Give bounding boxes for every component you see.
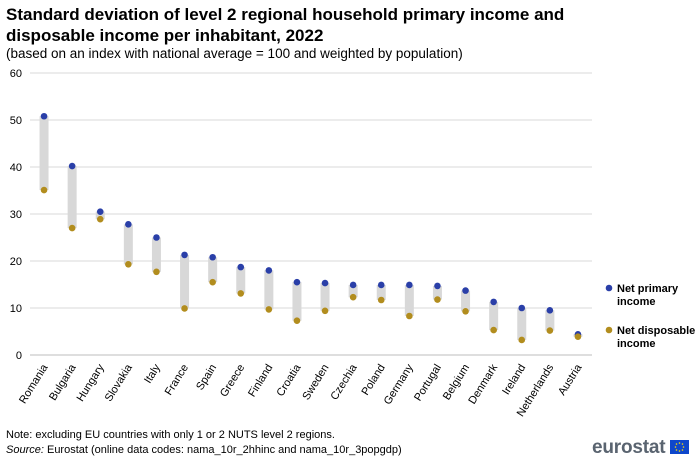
primary-income-point xyxy=(462,287,469,294)
disposable-income-point xyxy=(153,268,160,276)
disposable-income-point xyxy=(377,296,385,304)
range-bar xyxy=(292,282,302,321)
primary-income-point xyxy=(96,208,104,215)
primary-income-point xyxy=(40,112,48,120)
disposable-income-point xyxy=(181,305,188,312)
disposable-income-point xyxy=(406,312,413,320)
primary-income-point xyxy=(490,298,497,306)
y-tick-label: 0 xyxy=(16,350,22,362)
range-bar xyxy=(320,283,330,311)
range-bar xyxy=(123,224,133,265)
disposable-income-point xyxy=(518,336,526,344)
primary-income-point xyxy=(349,281,357,289)
x-tick-label: Slovakia xyxy=(103,361,136,403)
y-tick-label: 20 xyxy=(10,256,22,268)
primary-income-point xyxy=(237,263,245,271)
x-tick-label: Finland xyxy=(246,362,275,399)
disposable-income-point xyxy=(349,293,357,301)
y-tick-label: 40 xyxy=(10,162,22,174)
range-bar xyxy=(517,308,527,340)
primary-income-point xyxy=(181,251,188,259)
y-tick-label: 60 xyxy=(10,68,22,80)
x-tick-label: France xyxy=(163,362,191,397)
disposable-income-point xyxy=(40,186,48,194)
primary-income-point xyxy=(434,282,441,290)
x-tick-label: Belgium xyxy=(441,362,472,402)
disposable-income-point xyxy=(293,317,301,324)
primary-income-point xyxy=(293,278,301,286)
primary-income-point xyxy=(209,253,216,261)
x-tick-label: Romania xyxy=(17,361,51,405)
y-tick-label: 50 xyxy=(10,115,22,127)
range-bar xyxy=(39,116,49,191)
legend-label: Net disposable xyxy=(617,325,695,337)
legend-primary-marker xyxy=(605,284,613,292)
range-bar xyxy=(461,290,471,312)
y-tick-label: 10 xyxy=(10,303,22,315)
range-bar xyxy=(67,166,77,229)
footnote: Note: excluding EU countries with only 1… xyxy=(6,429,335,441)
disposable-income-point xyxy=(321,307,329,315)
eu-flag-icon xyxy=(670,440,689,454)
source-line: Source: Eurostat (online data codes: nam… xyxy=(6,443,402,457)
range-bar xyxy=(180,254,190,309)
chart-title: Standard deviation of level 2 regional h… xyxy=(6,5,565,45)
disposable-income-point xyxy=(546,327,554,334)
range-bar xyxy=(264,270,274,310)
disposable-income-point xyxy=(125,260,132,268)
range-bar xyxy=(151,237,161,272)
range-bar xyxy=(432,285,442,300)
range-bar xyxy=(236,267,246,294)
legend-label: income xyxy=(617,296,656,308)
x-tick-label: Croatia xyxy=(275,361,304,398)
x-tick-label: Sweden xyxy=(300,362,331,402)
source-text: Eurostat (online data codes: nama_10r_2h… xyxy=(43,444,402,456)
disposable-income-point xyxy=(462,307,469,315)
range-bar xyxy=(348,284,358,298)
x-tick-label: Spain xyxy=(194,362,219,392)
range-bar xyxy=(208,257,218,283)
primary-income-point xyxy=(125,221,132,228)
x-tick-label: Czechia xyxy=(328,361,360,402)
y-tick-label: 30 xyxy=(10,209,22,221)
disposable-income-point xyxy=(574,333,582,340)
legend-label: Net primary xyxy=(617,283,679,295)
x-tick-label: Italy xyxy=(142,362,163,386)
disposable-income-point xyxy=(96,215,104,223)
primary-income-point xyxy=(518,304,526,312)
source-label: Source: xyxy=(6,444,44,456)
disposable-income-point xyxy=(68,224,76,232)
legend-label: income xyxy=(617,338,656,350)
disposable-income-point xyxy=(209,278,216,286)
disposable-income-point xyxy=(237,290,245,297)
x-tick-label: Ireland xyxy=(500,362,528,397)
disposable-income-point xyxy=(265,306,273,313)
x-tick-label: Greece xyxy=(218,362,247,399)
primary-income-point xyxy=(321,279,329,287)
range-bar xyxy=(489,301,499,331)
x-tick-label: Poland xyxy=(359,362,387,397)
primary-income-point xyxy=(68,162,76,170)
disposable-income-point xyxy=(490,326,497,334)
primary-income-point xyxy=(153,234,160,241)
primary-income-point xyxy=(377,281,385,289)
range-bar xyxy=(404,284,414,316)
disposable-income-point xyxy=(434,296,441,303)
legend-disposable-marker xyxy=(605,326,613,334)
primary-income-point xyxy=(546,307,554,314)
chart-subtitle: (based on an index with national average… xyxy=(6,46,463,61)
primary-income-point xyxy=(406,281,413,289)
eurostat-logo: eurostat xyxy=(592,437,666,458)
x-tick-label: Austria xyxy=(556,361,585,397)
range-bar xyxy=(95,211,105,220)
range-bar xyxy=(376,284,386,301)
range-bar xyxy=(545,310,555,331)
x-tick-label: Portugal xyxy=(412,362,444,403)
primary-income-point xyxy=(265,267,273,274)
